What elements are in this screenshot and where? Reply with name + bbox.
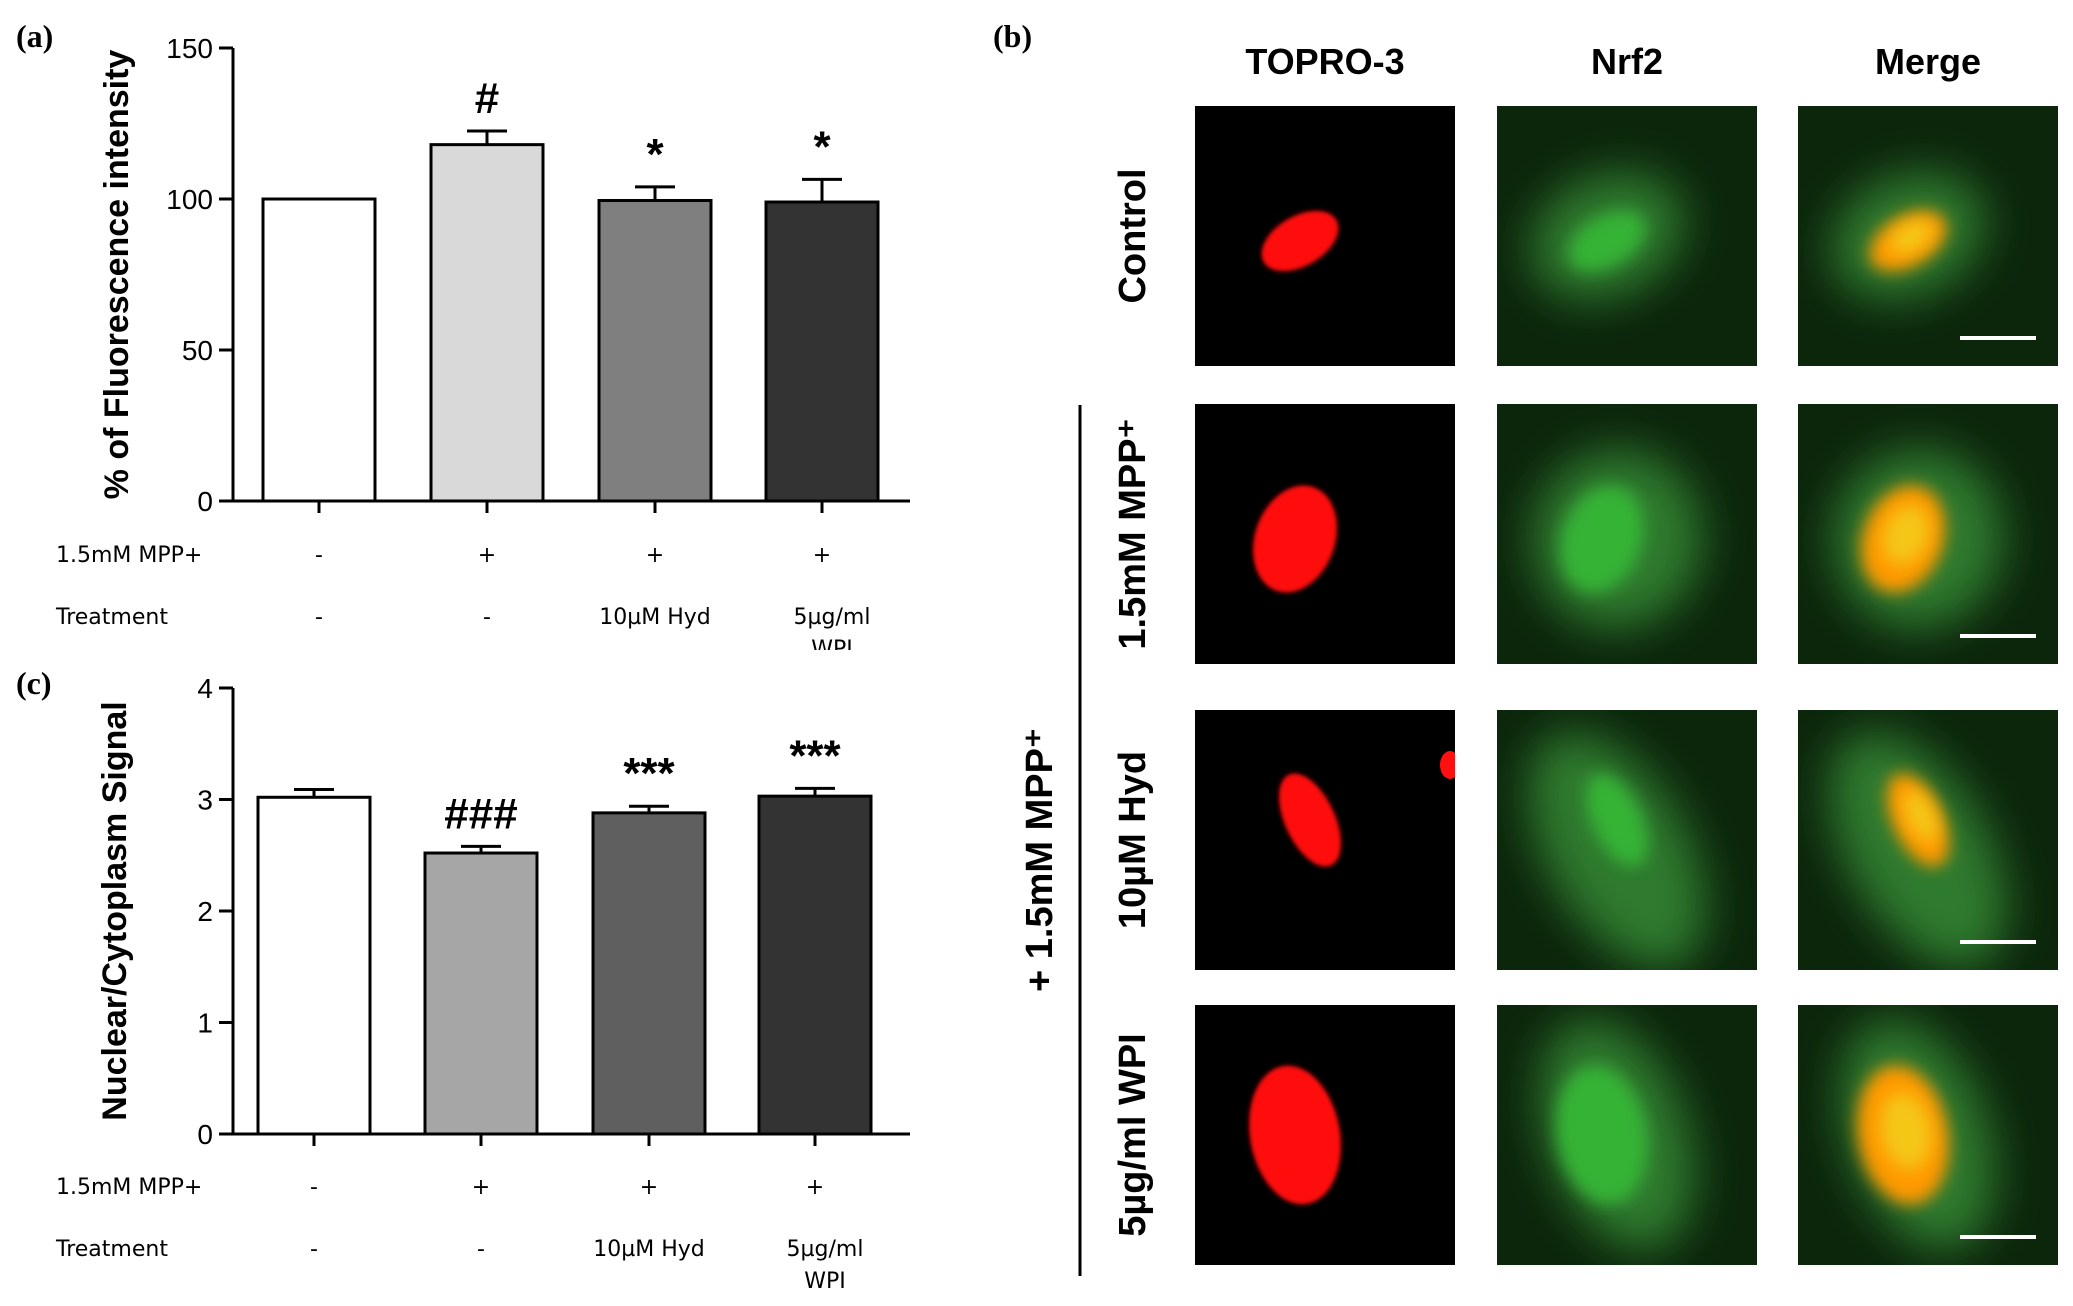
nucleus-red bbox=[1261, 210, 1339, 272]
nucleus-red bbox=[1252, 485, 1338, 593]
significance-label: # bbox=[475, 74, 499, 123]
condition-value: WPI bbox=[804, 1269, 846, 1294]
nucleus-red-edge bbox=[1440, 751, 1455, 779]
condition-row-label: 1.5mM MPP+ bbox=[56, 543, 202, 568]
condition-value: - bbox=[483, 605, 491, 630]
condition-value: 5µg/ml bbox=[787, 1237, 864, 1262]
micrograph-nrf2 bbox=[1497, 404, 1757, 664]
row-label: 5µg/ml WPI bbox=[1112, 1033, 1154, 1236]
y-tick-label: 0 bbox=[197, 1119, 213, 1150]
significance-label: * bbox=[646, 130, 664, 179]
condition-value: WPI bbox=[811, 637, 853, 650]
bar bbox=[764, 200, 880, 503]
condition-value: - bbox=[315, 543, 323, 568]
y-axis-label: % of Fluorescence intensity bbox=[98, 50, 136, 500]
nucleus-green bbox=[1568, 210, 1646, 272]
micrograph-content bbox=[1497, 404, 1757, 664]
nucleus-green bbox=[1559, 485, 1645, 593]
micrograph-nrf2 bbox=[1497, 1005, 1757, 1265]
column-header: Nrf2 bbox=[1591, 41, 1663, 82]
nucleus-green bbox=[1556, 1065, 1648, 1205]
condition-value: 10µM Hyd bbox=[593, 1237, 705, 1262]
condition-value: 5µg/ml bbox=[794, 605, 871, 630]
nucleus-merge-core bbox=[1882, 505, 1930, 565]
condition-row-label: Treatment bbox=[55, 1237, 168, 1262]
micrograph-nrf2 bbox=[1497, 710, 1757, 970]
significance-label: *** bbox=[789, 731, 841, 780]
significance-label: * bbox=[813, 122, 831, 171]
condition-value: + bbox=[813, 543, 831, 568]
panel-c-label: (c) bbox=[16, 665, 52, 701]
y-axis-label: Nuclear/Cytoplasm Signal bbox=[96, 701, 134, 1120]
micrograph-topro3 bbox=[1195, 1005, 1455, 1265]
chart-c: 0 1 2 3 4 Nuclear/Cytoplasm Signal ### *** *** 1.… bbox=[55, 673, 910, 1294]
micrograph-merge bbox=[1798, 404, 2058, 664]
condition-value: - bbox=[310, 1175, 318, 1200]
y-tick-label: 0 bbox=[197, 486, 213, 517]
micrograph-content bbox=[1497, 106, 1757, 366]
bar bbox=[429, 143, 545, 503]
nucleus-red bbox=[1279, 773, 1341, 867]
condition-value: + bbox=[640, 1175, 658, 1200]
bar bbox=[423, 851, 539, 1136]
micrograph-topro3 bbox=[1195, 404, 1455, 664]
nucleus-green bbox=[1586, 773, 1648, 867]
micrograph-content bbox=[1252, 485, 1338, 593]
y-tick-label: 50 bbox=[182, 335, 213, 366]
row-label: Control bbox=[1112, 168, 1154, 303]
micrograph-content bbox=[1798, 1005, 2058, 1265]
bar bbox=[256, 795, 372, 1136]
condition-value: - bbox=[315, 605, 323, 630]
micrograph-content bbox=[1261, 210, 1339, 272]
condition-value: + bbox=[806, 1175, 824, 1200]
micrograph-topro3 bbox=[1195, 710, 1455, 970]
micrograph-content bbox=[1249, 1065, 1341, 1205]
micrograph-merge bbox=[1798, 710, 2058, 970]
condition-row-label: Treatment bbox=[55, 605, 168, 630]
panel-a-label: (a) bbox=[16, 18, 54, 54]
micrograph-merge bbox=[1798, 1005, 2058, 1265]
micrograph-nrf2 bbox=[1497, 106, 1757, 366]
condition-row-label: 1.5mM MPP+ bbox=[56, 1175, 202, 1200]
nucleus-merge-core bbox=[1889, 220, 1933, 254]
chart-a: 0 50 100 150 % of Fluorescence intensity # * * 1… bbox=[55, 33, 910, 650]
panel-b-label: (b) bbox=[993, 18, 1033, 54]
micrograph-merge bbox=[1798, 106, 2058, 366]
micrograph-panel: TOPRO-3 Nrf2 Merge Control 1.5mM MPP⁺ 10µM Hy… bbox=[1019, 41, 2058, 1276]
micrograph-content bbox=[1279, 751, 1455, 867]
bar bbox=[591, 811, 707, 1136]
bar bbox=[261, 197, 377, 503]
column-header: Merge bbox=[1875, 41, 1981, 82]
micrograph-content bbox=[1798, 710, 2058, 970]
y-tick-label: 150 bbox=[166, 33, 213, 64]
micrograph-content bbox=[1497, 1005, 1757, 1265]
significance-label: ### bbox=[444, 789, 517, 838]
micrograph-content bbox=[1497, 710, 1757, 970]
y-tick-label: 3 bbox=[197, 785, 213, 816]
nucleus-merge-core bbox=[1903, 790, 1939, 842]
condition-value: - bbox=[477, 1237, 485, 1262]
y-tick-label: 2 bbox=[197, 896, 213, 927]
row-label: 10µM Hyd bbox=[1112, 751, 1154, 929]
micrograph-content bbox=[1798, 106, 2058, 366]
group-label: + 1.5mM MPP⁺ bbox=[1019, 728, 1061, 992]
condition-value: - bbox=[310, 1237, 318, 1262]
micrograph-content bbox=[1798, 404, 2058, 664]
column-header: TOPRO-3 bbox=[1245, 41, 1404, 82]
condition-value: + bbox=[478, 543, 496, 568]
significance-label: *** bbox=[623, 749, 675, 798]
micrograph-topro3 bbox=[1195, 106, 1455, 366]
condition-value: + bbox=[472, 1175, 490, 1200]
y-tick-label: 100 bbox=[166, 184, 213, 215]
bar bbox=[757, 794, 873, 1136]
nucleus-merge-core bbox=[1880, 1092, 1932, 1170]
bar bbox=[597, 199, 713, 503]
condition-value: 10µM Hyd bbox=[599, 605, 711, 630]
condition-value: + bbox=[646, 543, 664, 568]
row-label: 1.5mM MPP⁺ bbox=[1112, 418, 1154, 649]
y-tick-label: 1 bbox=[197, 1008, 213, 1039]
nucleus-red bbox=[1249, 1065, 1341, 1205]
y-tick-label: 4 bbox=[197, 673, 213, 704]
